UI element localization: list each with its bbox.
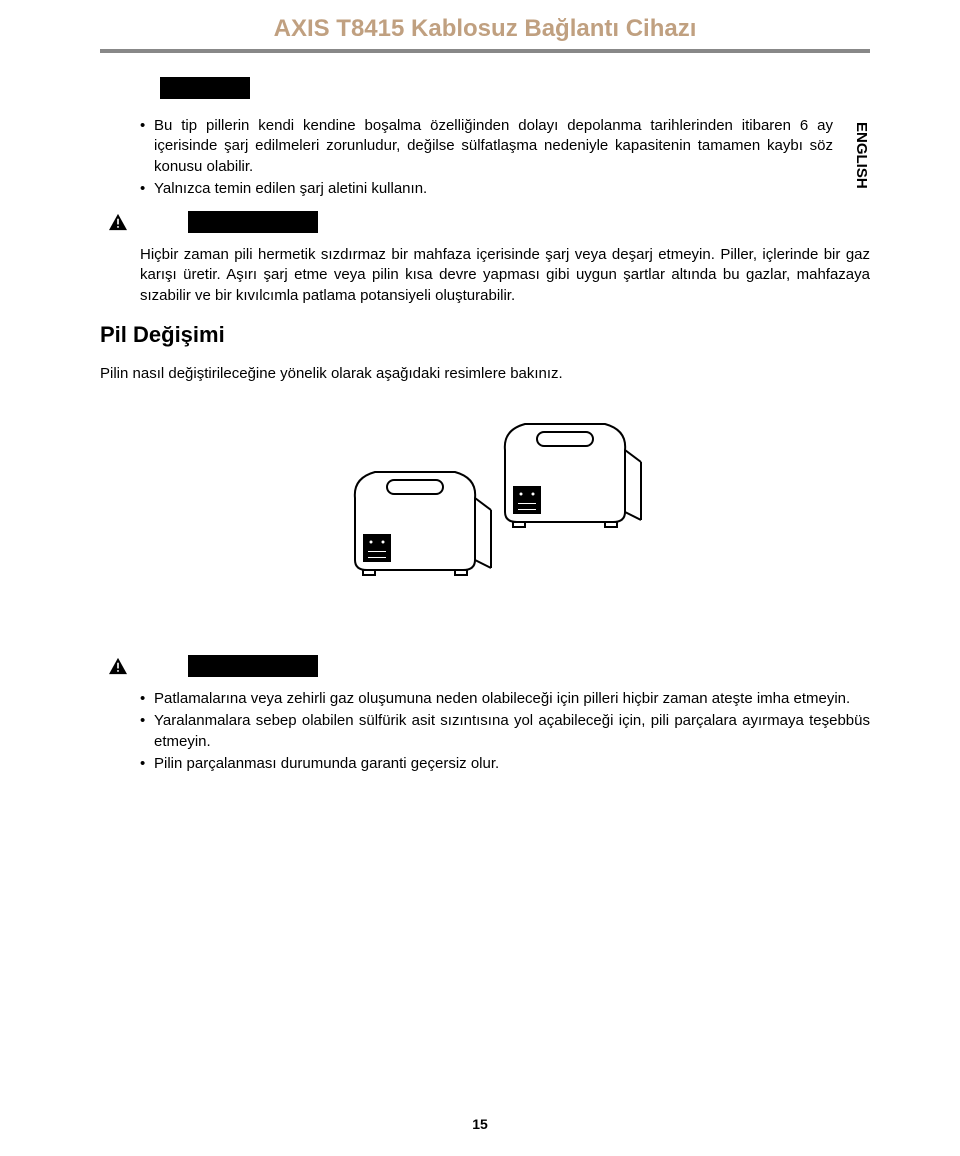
section-heading: Pil Değişimi [100, 322, 870, 348]
document-title: AXIS T8415 Kablosuz Bağlantı Cihazı [100, 15, 870, 43]
list-item: Patlamalarına veya zehirli gaz oluşumuna… [140, 689, 870, 709]
warning-triangle-icon [108, 213, 128, 231]
page-number: 15 [0, 1116, 960, 1132]
list-item: Pilin parçalanması durumunda garanti geç… [140, 754, 870, 774]
top-content-row: Bu tip pillerin kendi kendine boşalma öz… [100, 116, 870, 201]
redaction-box [160, 77, 250, 99]
warning-triangle-icon [108, 657, 128, 675]
list-item: Yalnızca temin edilen şarj aletini kulla… [140, 179, 833, 199]
list-item: Yaralanmalara sebep olabilen sülfürik as… [140, 711, 870, 752]
lead-paragraph: Pilin nasıl değiştirileceğine yönelik ol… [100, 364, 870, 384]
warning-row [108, 211, 870, 233]
device-illustration-icon [305, 400, 665, 600]
list-item: Bu tip pillerin kendi kendine boşalma öz… [140, 116, 833, 177]
warning-row [108, 655, 870, 677]
redaction-box [188, 655, 318, 677]
illustration-container [100, 400, 870, 605]
language-tab: ENGLISH [853, 116, 870, 189]
warning-paragraph: Hiçbir zaman pili hermetik sızdırmaz bir… [140, 245, 870, 306]
title-rule [100, 49, 870, 53]
top-bullet-list: Bu tip pillerin kendi kendine boşalma öz… [140, 116, 833, 201]
bottom-bullet-list: Patlamalarına veya zehirli gaz oluşumuna… [140, 689, 870, 774]
redaction-box [188, 211, 318, 233]
